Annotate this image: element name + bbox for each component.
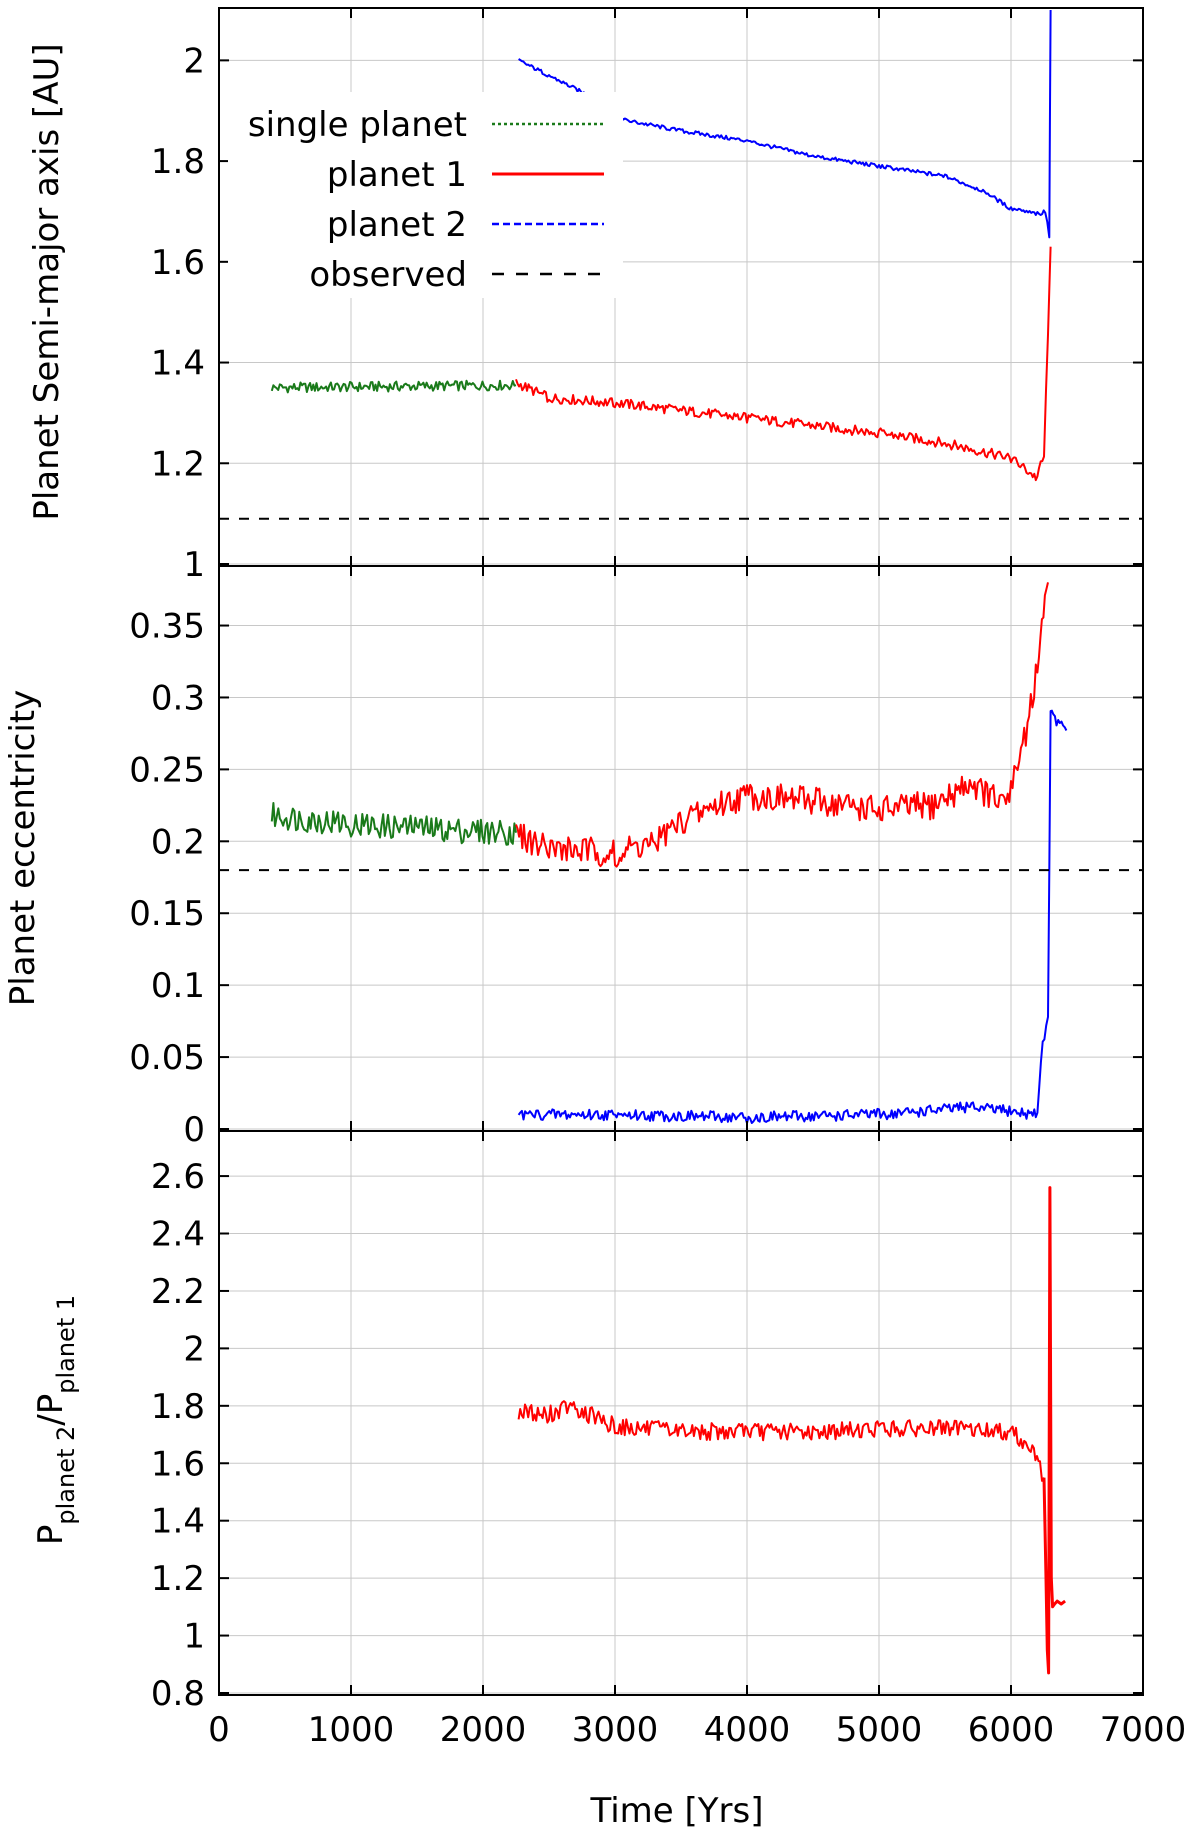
x-tick-label: 0 <box>208 1710 230 1750</box>
y-axis-label-period-ratio: Pplanet 2/Pplanet 1 <box>31 1295 80 1545</box>
y-tick-label: 0.1 <box>151 966 205 1006</box>
ylabel-sub2: planet 1 <box>52 1295 80 1394</box>
series-single-planet <box>270 379 517 394</box>
legend-background <box>228 92 623 298</box>
x-tick-label: 7000 <box>1100 1710 1187 1750</box>
panel-2: 0.8 1 1.2 1.4 1.6 1.8 2 2.2 2.4 2.6 0 1000 2000 3000 4… <box>151 1130 1187 1750</box>
ylabel-p: P <box>31 1525 71 1546</box>
series-planet-1 <box>515 246 1052 482</box>
y-axis-label-semi-major-axis: Planet Semi-major axis [AU] <box>27 43 67 520</box>
x-axis-label: Time [Yrs] <box>589 1791 763 1831</box>
y-tick-label: 1.8 <box>151 142 205 182</box>
y-tick-label: 0.3 <box>151 678 205 718</box>
y-tick-label: 2.6 <box>151 1157 205 1197</box>
x-tick-label: 3000 <box>572 1710 659 1750</box>
y-tick-label: 0.2 <box>151 822 205 862</box>
y-tick-label: 2.4 <box>151 1215 205 1255</box>
legend-label: observed <box>309 255 467 295</box>
chart-panels: 1 1.2 1.4 1.6 1.8 2 0 0.05 0.1 0.15 0.2 0.25 0.3 0.35… <box>129 7 1187 1750</box>
plot-frame <box>218 565 1144 1132</box>
x-tick-label: 5000 <box>836 1710 923 1750</box>
y-tick-label: 1 <box>183 545 205 585</box>
panel-0: 1 1.2 1.4 1.6 1.8 2 <box>151 7 1144 585</box>
y-tick-label: 0.05 <box>129 1038 205 1078</box>
y-tick-label: 1.4 <box>151 1502 205 1542</box>
series-p-ratio <box>517 1400 1045 1482</box>
y-tick-label: 0.15 <box>129 894 205 934</box>
legend-label: planet 1 <box>327 155 467 195</box>
x-tick-label: 2000 <box>440 1710 527 1750</box>
x-tick-label: 1000 <box>308 1710 395 1750</box>
series-p-ratio-spike <box>1042 1186 1066 1675</box>
y-axis-label-eccentricity: Planet eccentricity <box>3 690 43 1007</box>
y-tick-label: 0.35 <box>129 607 205 647</box>
y-tick-label: 1.2 <box>151 1559 205 1599</box>
series-planet-1 <box>515 582 1049 868</box>
y-tick-label: 1.2 <box>151 444 205 484</box>
ylabel-mid: /P <box>31 1394 71 1426</box>
y-tick-label: 1.6 <box>151 243 205 283</box>
y-tick-label: 2 <box>183 1329 205 1369</box>
legend: single planet planet 1 planet 2 observed <box>228 92 623 298</box>
series-single-planet <box>270 802 517 846</box>
legend-label: planet 2 <box>327 205 467 245</box>
x-tick-label: 4000 <box>704 1710 791 1750</box>
y-tick-label: 1 <box>183 1617 205 1657</box>
plot-frame <box>218 1130 1144 1696</box>
y-tick-label: 0.8 <box>151 1674 205 1714</box>
ylabel-sub1: planet 2 <box>52 1426 80 1525</box>
y-tick-label: 1.8 <box>151 1387 205 1427</box>
series-planet-2 <box>517 709 1068 1125</box>
y-tick-label: 0.25 <box>129 750 205 790</box>
y-tick-label: 1.6 <box>151 1444 205 1484</box>
x-tick-label: 6000 <box>968 1710 1055 1750</box>
y-tick-label: 1.4 <box>151 344 205 384</box>
legend-label: single planet <box>248 105 467 145</box>
y-tick-label: 0 <box>183 1110 205 1150</box>
y-tick-label: 2.2 <box>151 1272 205 1312</box>
y-tick-label: 2 <box>183 41 205 81</box>
panel-1: 0 0.05 0.1 0.15 0.2 0.25 0.3 0.35 <box>129 565 1144 1150</box>
